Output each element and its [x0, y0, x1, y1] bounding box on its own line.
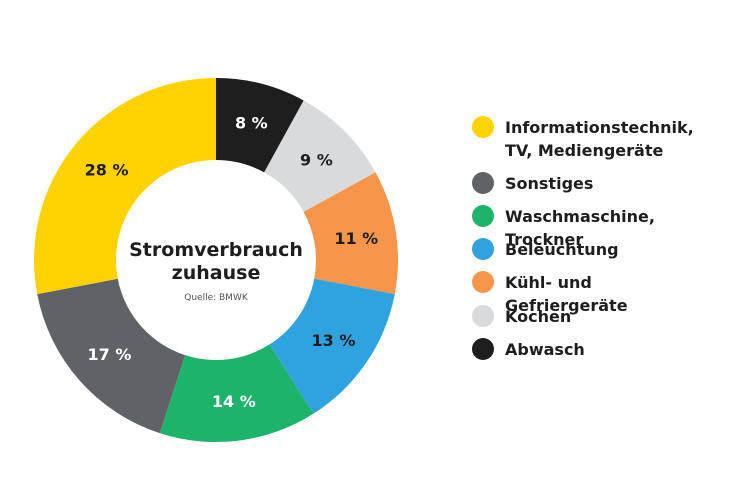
- legend-dot-icon: [472, 172, 494, 194]
- slice-label-1: 9 %: [300, 151, 333, 170]
- legend-dot-icon: [472, 116, 494, 138]
- legend-dot-icon: [472, 271, 494, 293]
- slice-label-0: 8 %: [235, 113, 268, 132]
- slice-1: [264, 100, 376, 212]
- chart-title-line-2: zuhause: [172, 262, 261, 284]
- slice-label-3: 13 %: [312, 331, 356, 350]
- slice-label-6: 28 %: [85, 160, 129, 179]
- legend-dot-icon: [472, 205, 494, 227]
- slice-4: [159, 344, 314, 442]
- slice-label-2: 11 %: [334, 229, 378, 248]
- legend-item: Kühl- und Gefriergeräte: [472, 271, 628, 317]
- slice-6: [33, 78, 216, 295]
- slice-label-4: 14 %: [212, 392, 256, 411]
- slice-3: [269, 278, 395, 414]
- legend-item: Beleuchtung: [472, 238, 619, 261]
- slice-2: [303, 172, 399, 295]
- legend-item: Sonstiges: [472, 172, 593, 195]
- legend-dot-icon: [472, 338, 494, 360]
- legend-item: Waschmaschine, Trockner: [472, 205, 655, 251]
- legend-dot-icon: [472, 305, 494, 327]
- legend-label: Kühl- und Gefriergeräte: [505, 273, 628, 315]
- legend-label: Beleuchtung: [505, 240, 619, 259]
- legend-label: Sonstiges: [505, 174, 594, 193]
- legend-label: Waschmaschine, Trockner: [505, 207, 655, 249]
- legend-label: Kochen: [505, 307, 572, 326]
- chart-title-line-1: Stromverbrauch: [129, 239, 303, 261]
- slice-5: [37, 278, 186, 434]
- chart-source: Quelle: BMWK: [184, 293, 249, 303]
- legend-item: Abwasch: [472, 338, 585, 361]
- slice-0: [216, 78, 304, 173]
- legend-label: Abwasch: [505, 340, 585, 359]
- legend-item: Informationstechnik, TV, Mediengeräte: [472, 116, 694, 162]
- slice-label-5: 17 %: [88, 345, 132, 364]
- legend-item: Kochen: [472, 305, 571, 328]
- legend-dot-icon: [472, 238, 494, 260]
- legend-label: Informationstechnik, TV, Mediengeräte: [505, 118, 694, 160]
